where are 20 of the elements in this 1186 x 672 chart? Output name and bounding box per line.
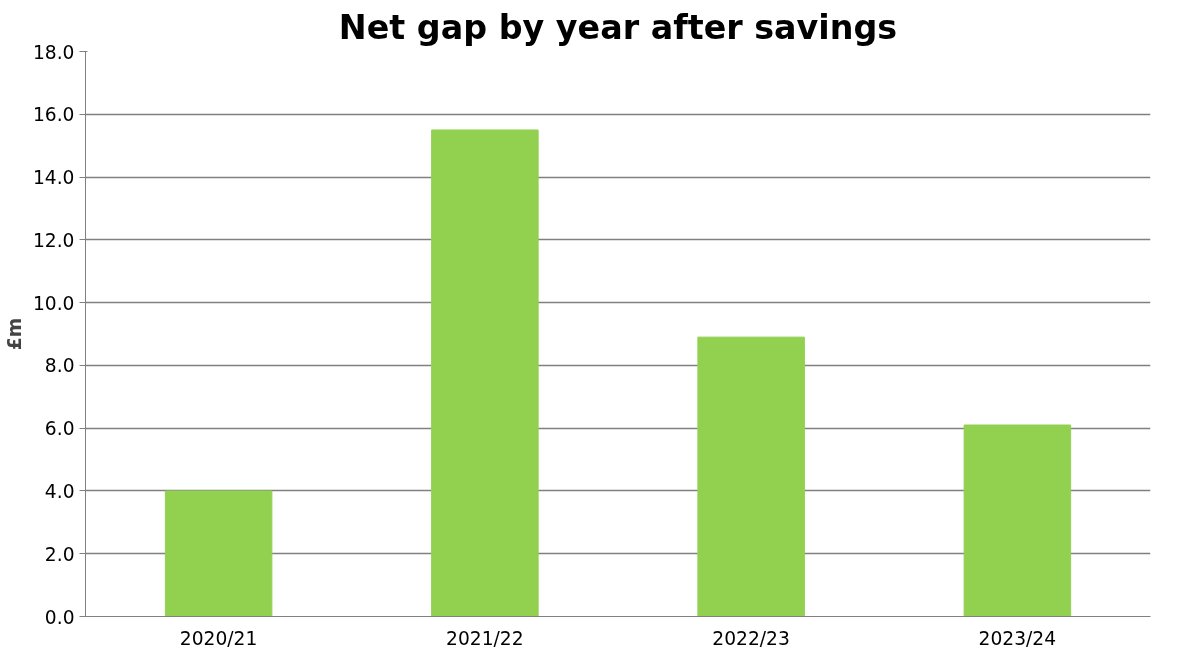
- y-tick-label: 14.0: [32, 167, 75, 189]
- x-tick-label: 2020/21: [179, 627, 258, 649]
- chart-title: Net gap by year after savings: [338, 7, 898, 47]
- x-tick-label: 2022/23: [712, 627, 790, 649]
- y-tick-label: 10.0: [32, 292, 75, 314]
- y-axis-title: £m: [3, 317, 25, 351]
- y-tick-label: 18.0: [32, 41, 75, 63]
- y-tick-label: 4.0: [44, 480, 75, 502]
- bar: [697, 336, 805, 617]
- x-tick-label: 2021/22: [446, 627, 524, 649]
- bar: [963, 424, 1072, 617]
- y-tick-label: 6.0: [44, 418, 75, 440]
- bar: [431, 129, 539, 617]
- x-tick-label: 2023/24: [978, 627, 1057, 649]
- y-tick-label: 8.0: [44, 355, 75, 377]
- y-tick-label: 0.0: [44, 606, 75, 628]
- y-tick-label: 12.0: [32, 229, 75, 251]
- y-tick-label: 2.0: [44, 543, 75, 565]
- bar: [164, 490, 273, 617]
- y-tick-label: 16.0: [32, 104, 75, 126]
